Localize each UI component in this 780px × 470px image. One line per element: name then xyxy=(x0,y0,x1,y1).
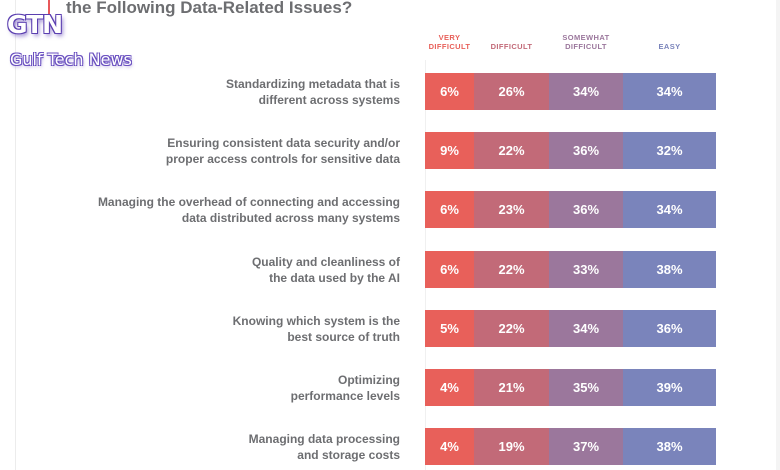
bar-segment-easy: 34% xyxy=(623,191,716,229)
bar-segment-easy: 38% xyxy=(623,428,716,466)
bar-segment-somewhat-difficult: 35% xyxy=(549,369,623,406)
bar-segment-very-difficult: 4% xyxy=(425,428,474,466)
bar-segment-easy: 34% xyxy=(623,73,716,110)
bar-segment-somewhat-difficult: 33% xyxy=(549,250,623,288)
bar-segment-somewhat-difficult: 36% xyxy=(549,132,623,170)
bar-segment-very-difficult: 5% xyxy=(425,309,474,347)
bar-segment-very-difficult: 6% xyxy=(425,191,474,229)
bar-segment-somewhat-difficult: 36% xyxy=(549,191,623,229)
chart-title: the Following Data-Related Issues? xyxy=(66,0,353,17)
bar-segment-easy: 38% xyxy=(623,250,716,288)
watermark-logo: GTN xyxy=(7,10,63,39)
legend-difficult: DIFFICULT xyxy=(490,42,533,51)
page-border-left xyxy=(15,0,16,470)
bar-segment-difficult: 22% xyxy=(474,250,549,288)
bar-segment-somewhat-difficult: 37% xyxy=(549,428,623,466)
row-label: Managing data processing and storage cost… xyxy=(248,432,400,463)
bar-segment-very-difficult: 6% xyxy=(425,250,474,288)
bar-segment-somewhat-difficult: 34% xyxy=(549,73,623,110)
row-label: Standardizing metadata that is different … xyxy=(225,77,400,107)
row-label: Quality and cleanliness of the data used … xyxy=(251,254,400,285)
bar-segment-difficult: 21% xyxy=(474,369,549,406)
bar-segment-easy: 36% xyxy=(623,309,716,347)
watermark-name: Gulf Tech News xyxy=(10,50,132,69)
bar-segment-very-difficult: 9% xyxy=(425,132,474,170)
bar-segment-difficult: 22% xyxy=(474,309,549,347)
page-border-right xyxy=(776,0,780,470)
legend-somewhat-difficult: SOMEWHAT DIFFICULT xyxy=(562,33,610,51)
bar-segment-difficult: 19% xyxy=(474,428,549,466)
row-label: Managing the overhead of connecting and … xyxy=(97,195,400,226)
bar-segment-easy: 32% xyxy=(623,132,716,170)
row-label: Optimizing performance levels xyxy=(290,373,400,403)
row-label: Knowing which system is the best source o… xyxy=(232,313,400,344)
bar-segment-very-difficult: 4% xyxy=(425,369,474,406)
row-label: Ensuring consistent data security and/or… xyxy=(165,136,400,167)
bar-segment-difficult: 23% xyxy=(474,191,549,229)
bar-segment-difficult: 26% xyxy=(474,73,549,110)
bar-segment-very-difficult: 6% xyxy=(425,73,474,110)
legend-easy: EASY xyxy=(658,42,681,51)
bar-segment-easy: 39% xyxy=(623,369,716,406)
legend-very-difficult: VERY DIFFICULT xyxy=(428,33,471,51)
bar-segment-somewhat-difficult: 34% xyxy=(549,309,623,347)
title-accent-line xyxy=(48,0,50,18)
bar-segment-difficult: 22% xyxy=(474,132,549,170)
